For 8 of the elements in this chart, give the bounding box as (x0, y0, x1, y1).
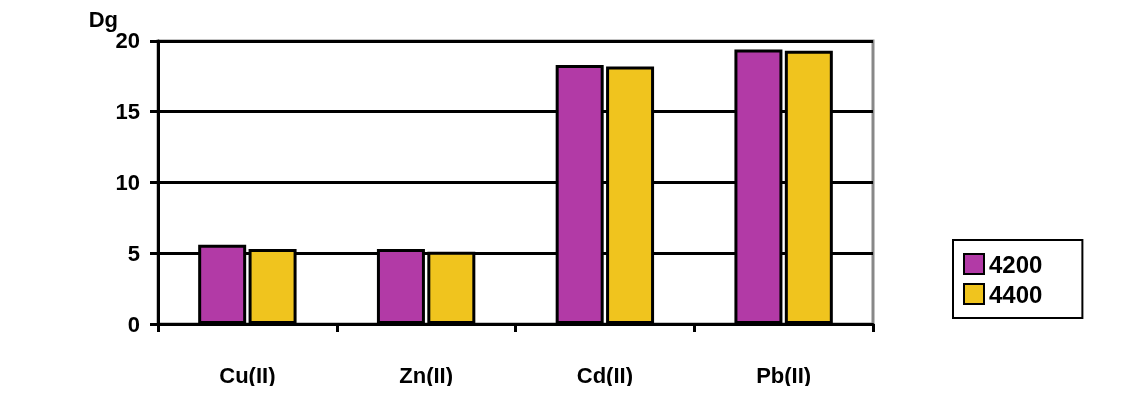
y-tick-label: 15 (115, 99, 140, 125)
legend-label: 4400 (989, 280, 1043, 308)
y-axis-title: Dg (88, 6, 118, 32)
y-tick-label: 5 (127, 240, 140, 266)
legend-label: 4200 (989, 250, 1043, 278)
y-tick-label: 10 (115, 169, 140, 195)
y-tick-label: 0 (127, 311, 140, 337)
y-tick-label: 20 (115, 28, 140, 54)
